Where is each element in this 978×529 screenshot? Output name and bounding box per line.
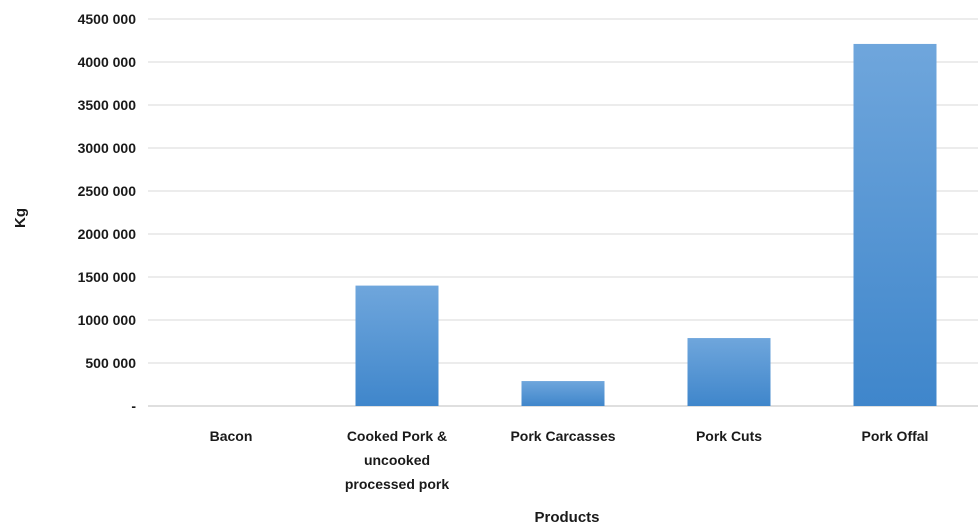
y-tick-label: 1000 000 [78, 312, 137, 328]
gridlines [148, 18, 978, 407]
y-tick-label: 4500 000 [78, 11, 137, 27]
x-category-label: Bacon [210, 428, 253, 444]
x-category-label: Cooked Pork & uncooked processed pork [345, 428, 449, 492]
y-tick-label: 3000 000 [78, 140, 137, 156]
bars [355, 43, 937, 406]
x-category-label: Pork Carcasses [510, 428, 615, 444]
y-tick-label: 4000 000 [78, 54, 137, 70]
y-tick-label: - [131, 398, 136, 414]
x-axis-categories: Bacon Cooked Pork & uncooked processed pork… [210, 428, 929, 492]
y-tick-label: 2500 000 [78, 183, 137, 199]
x-axis-title: Products [534, 509, 599, 526]
y-tick-label: 500 000 [85, 355, 136, 371]
bar [853, 43, 937, 406]
y-tick-label: 1500 000 [78, 269, 137, 285]
y-axis-ticks: - 500 000 1000 000 1500 000 2000 000 2500 000… [78, 11, 137, 414]
bar [521, 381, 605, 406]
bar [355, 285, 439, 406]
y-tick-label: 2000 000 [78, 226, 137, 242]
y-axis-title: Kg [12, 208, 29, 228]
bar [687, 338, 771, 406]
x-category-label: Pork Offal [862, 428, 929, 444]
x-category-label: Pork Cuts [696, 428, 762, 444]
y-tick-label: 3500 000 [78, 97, 137, 113]
